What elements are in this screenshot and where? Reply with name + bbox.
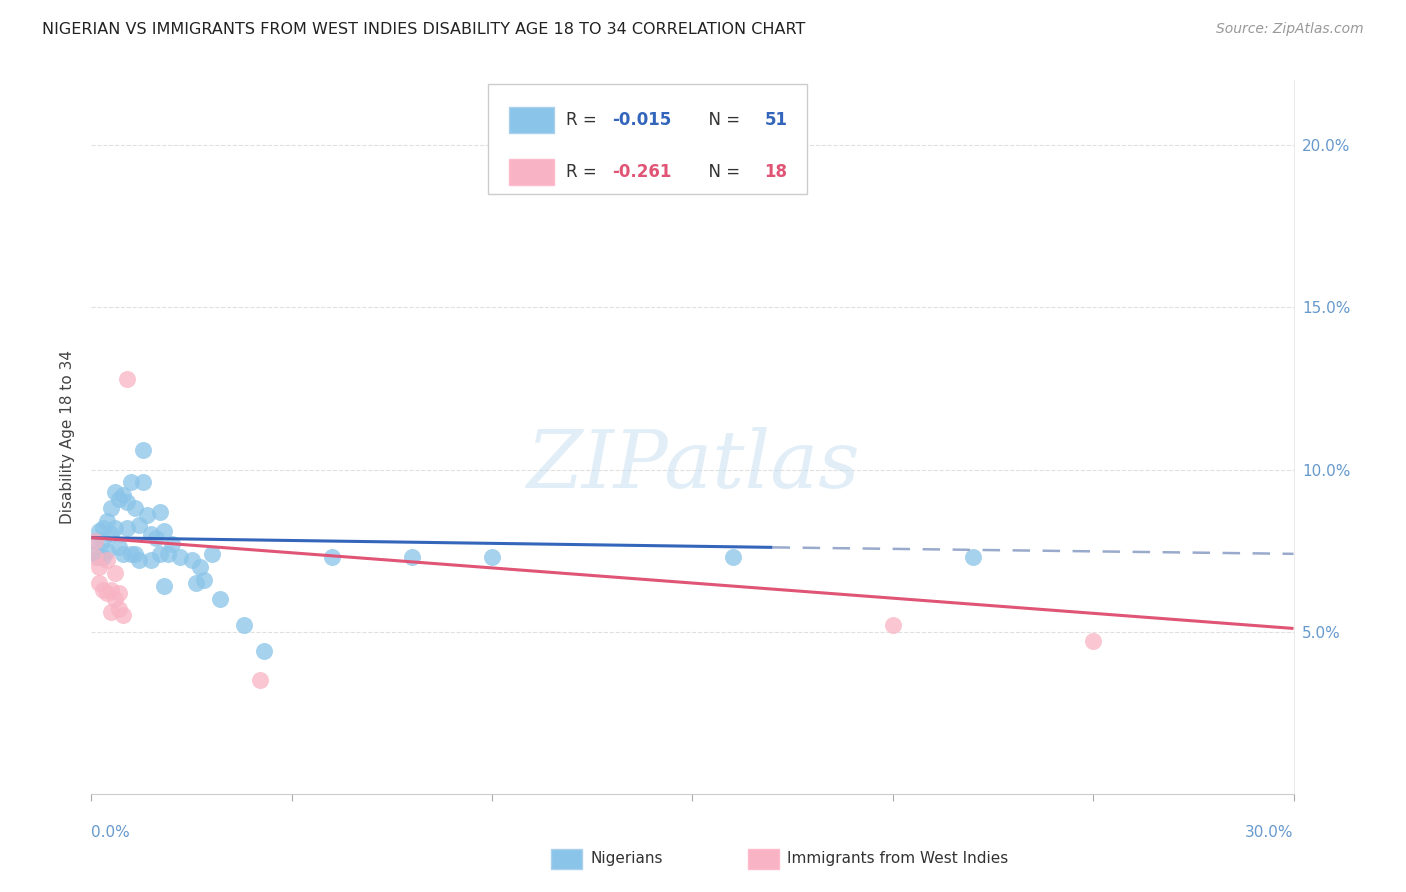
Point: [253, 644, 276, 658]
Point: [321, 550, 343, 565]
Point: [180, 553, 202, 567]
Point: [156, 547, 179, 561]
Point: [148, 505, 170, 519]
Point: [208, 592, 231, 607]
Point: [89, 550, 111, 565]
Point: [104, 485, 127, 500]
Point: [128, 517, 150, 532]
Point: [84, 547, 107, 561]
Point: [193, 573, 215, 587]
Text: Immigrants from West Indies: Immigrants from West Indies: [787, 851, 1008, 865]
Point: [89, 559, 111, 574]
Point: [100, 582, 122, 597]
Point: [141, 553, 163, 567]
Point: [117, 372, 139, 386]
Point: [93, 521, 115, 535]
Text: -0.261: -0.261: [612, 163, 671, 181]
Point: [148, 547, 170, 561]
Point: [1083, 634, 1105, 648]
Text: ZIPatlas: ZIPatlas: [526, 427, 859, 504]
Point: [108, 541, 131, 555]
Point: [124, 547, 146, 561]
Point: [96, 543, 118, 558]
FancyBboxPatch shape: [488, 84, 807, 194]
Point: [882, 618, 904, 632]
Point: [249, 673, 271, 688]
Text: NIGERIAN VS IMMIGRANTS FROM WEST INDIES DISABILITY AGE 18 TO 34 CORRELATION CHAR: NIGERIAN VS IMMIGRANTS FROM WEST INDIES …: [42, 22, 806, 37]
Point: [188, 559, 211, 574]
Point: [112, 608, 135, 623]
Point: [132, 475, 155, 490]
Point: [145, 531, 167, 545]
Point: [108, 602, 131, 616]
Point: [84, 533, 107, 548]
Text: R =: R =: [567, 163, 602, 181]
Point: [112, 488, 135, 502]
Point: [160, 537, 183, 551]
Point: [132, 443, 155, 458]
Point: [232, 618, 254, 632]
Point: [89, 524, 111, 538]
Point: [136, 508, 159, 522]
Point: [93, 550, 115, 565]
FancyBboxPatch shape: [509, 107, 554, 133]
Point: [141, 527, 163, 541]
Point: [124, 501, 146, 516]
Point: [401, 550, 423, 565]
Text: 51: 51: [765, 112, 787, 129]
Point: [962, 550, 984, 565]
Point: [96, 553, 118, 567]
Point: [121, 475, 143, 490]
Text: N =: N =: [699, 163, 745, 181]
Point: [100, 501, 122, 516]
Text: N =: N =: [699, 112, 745, 129]
Point: [121, 547, 143, 561]
Point: [96, 515, 118, 529]
Text: R =: R =: [567, 112, 602, 129]
Text: Nigerians: Nigerians: [591, 851, 664, 865]
Point: [721, 550, 744, 565]
Point: [100, 527, 122, 541]
Y-axis label: Disability Age 18 to 34: Disability Age 18 to 34: [59, 350, 75, 524]
Point: [89, 576, 111, 591]
Point: [84, 533, 107, 548]
Text: Source: ZipAtlas.com: Source: ZipAtlas.com: [1216, 22, 1364, 37]
Point: [152, 579, 174, 593]
Point: [96, 586, 118, 600]
Point: [104, 592, 127, 607]
Point: [117, 521, 139, 535]
Point: [104, 521, 127, 535]
Point: [481, 550, 503, 565]
Point: [112, 547, 135, 561]
Point: [201, 547, 224, 561]
Point: [128, 553, 150, 567]
Point: [117, 495, 139, 509]
Point: [108, 586, 131, 600]
Point: [184, 576, 207, 591]
Text: 0.0%: 0.0%: [91, 825, 131, 840]
Point: [152, 524, 174, 538]
Point: [93, 582, 115, 597]
FancyBboxPatch shape: [509, 160, 554, 186]
Text: 30.0%: 30.0%: [1246, 825, 1294, 840]
Point: [93, 533, 115, 548]
Point: [104, 566, 127, 581]
Text: 18: 18: [765, 163, 787, 181]
Point: [169, 550, 191, 565]
Point: [100, 605, 122, 619]
Point: [84, 550, 107, 565]
Point: [108, 491, 131, 506]
Text: -0.015: -0.015: [612, 112, 671, 129]
